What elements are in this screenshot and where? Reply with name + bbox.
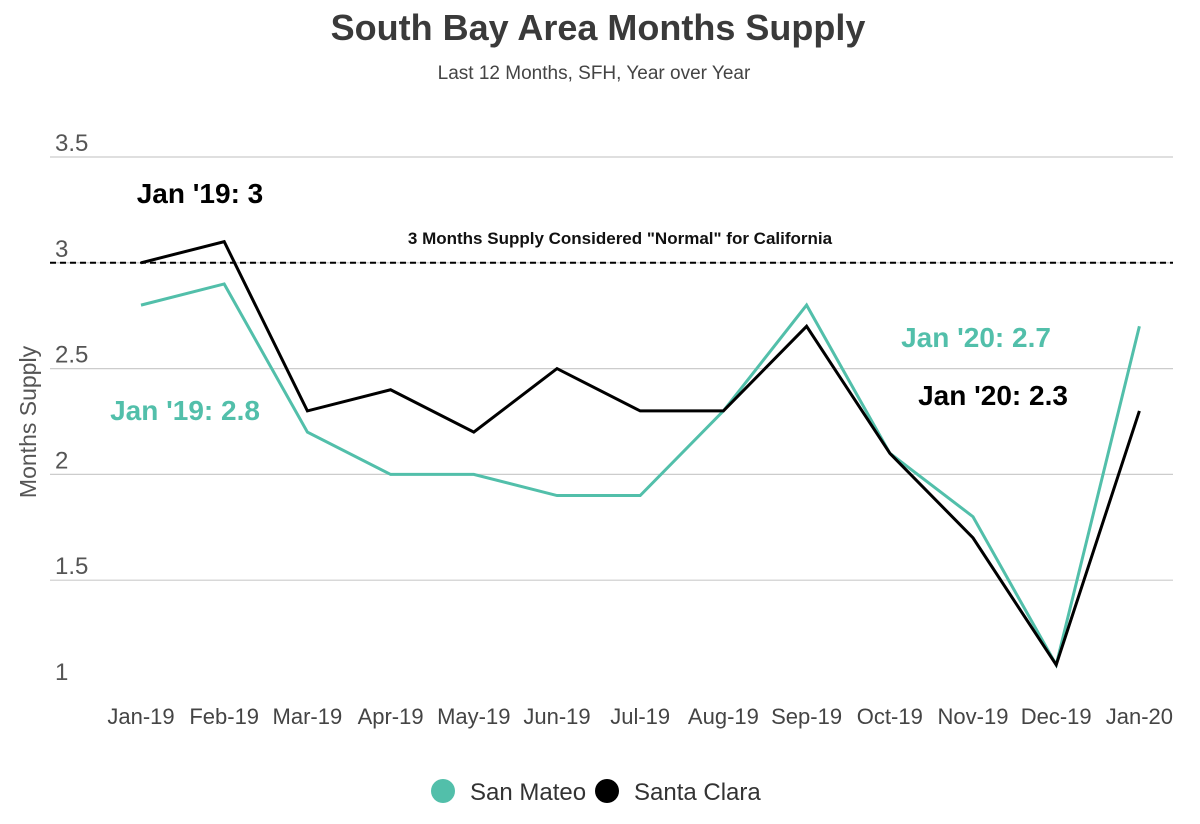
series-line-san-mateo [140, 282, 1141, 669]
reference-line-group: 3 Months Supply Considered "Normal" for … [50, 229, 1173, 264]
x-tick-label: Jan-20 [1106, 704, 1173, 729]
x-axis-ticks: Jan-19 Feb-19 Mar-19 Apr-19 May-19 Jun-19 Jul-… [107, 704, 1173, 729]
y-tick-label: 1.5 [55, 553, 88, 580]
annotation-santa-clara-jan19: Jan '19: 3 [137, 178, 264, 209]
x-tick-label: May-19 [437, 704, 510, 729]
series-lines [140, 239, 1141, 669]
y-axis-label: Months Supply [15, 345, 41, 498]
reference-line-label: 3 Months Supply Considered "Normal" for … [408, 229, 833, 248]
y-tick-label: 3.5 [55, 130, 88, 157]
legend-marker [431, 779, 455, 803]
legend: San Mateo Santa Clara [431, 779, 761, 806]
x-tick-label: Dec-19 [1021, 704, 1092, 729]
y-tick-label: 2 [55, 447, 68, 474]
x-tick-label: Feb-19 [189, 704, 259, 729]
x-tick-label: Jul-19 [610, 704, 670, 729]
annotation-san-mateo-jan20: Jan '20: 2.7 [901, 322, 1051, 353]
legend-label: San Mateo [470, 779, 586, 806]
y-axis-ticks: 3.5 3 2.5 2 1.5 1 [55, 130, 88, 686]
x-tick-label: Sep-19 [771, 704, 842, 729]
annotation-santa-clara-jan20: Jan '20: 2.3 [918, 380, 1068, 411]
x-tick-label: Nov-19 [938, 704, 1009, 729]
x-tick-label: Oct-19 [857, 704, 923, 729]
series-line-santa-clara [140, 239, 1141, 669]
chart-subtitle: Last 12 Months, SFH, Year over Year [438, 63, 751, 84]
x-tick-label: Apr-19 [358, 704, 424, 729]
legend-marker [595, 779, 619, 803]
y-tick-label: 1 [55, 659, 68, 686]
x-tick-label: Aug-19 [688, 704, 759, 729]
x-tick-label: Mar-19 [273, 704, 343, 729]
annotations: Jan '19: 3 Jan '19: 2.8 Jan '20: 2.7 Jan… [110, 178, 1068, 426]
x-tick-label: Jun-19 [523, 704, 590, 729]
annotation-san-mateo-jan19: Jan '19: 2.8 [110, 395, 260, 426]
legend-label: Santa Clara [634, 779, 761, 806]
y-tick-label: 3 [55, 236, 68, 263]
x-tick-label: Jan-19 [107, 704, 174, 729]
chart-title: South Bay Area Months Supply [331, 7, 866, 48]
gridlines [50, 156, 1173, 581]
y-tick-label: 2.5 [55, 342, 88, 369]
